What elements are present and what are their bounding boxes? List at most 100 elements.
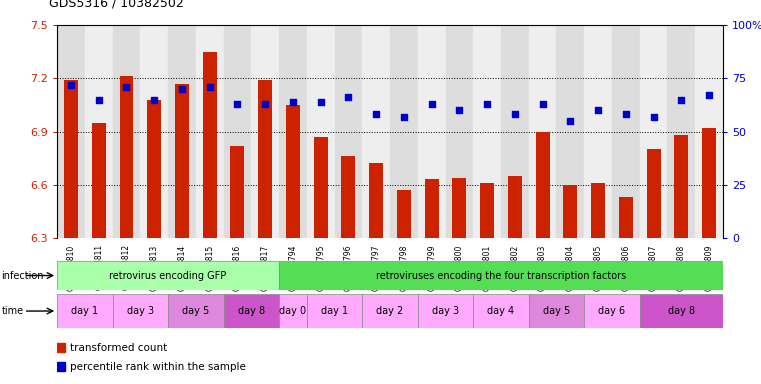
Bar — [529, 294, 584, 328]
Bar — [140, 25, 168, 238]
Text: time: time — [2, 306, 24, 316]
Point — [703, 92, 715, 98]
Text: day 8: day 8 — [667, 306, 695, 316]
Text: percentile rank within the sample: percentile rank within the sample — [70, 362, 247, 372]
Bar — [307, 294, 362, 328]
Bar — [640, 25, 667, 238]
Bar — [563, 185, 578, 238]
Bar — [57, 25, 84, 238]
Text: day 3: day 3 — [127, 306, 154, 316]
Text: day 8: day 8 — [237, 306, 265, 316]
Text: day 6: day 6 — [598, 306, 626, 316]
Bar — [619, 197, 633, 238]
Text: day 5: day 5 — [543, 306, 570, 316]
Text: day 5: day 5 — [182, 306, 209, 316]
Bar — [251, 25, 279, 238]
Bar — [92, 122, 106, 238]
Bar — [397, 190, 411, 238]
Bar — [64, 80, 78, 238]
Point — [148, 96, 161, 103]
Point — [564, 118, 576, 124]
Bar — [418, 25, 445, 238]
Bar — [501, 25, 529, 238]
Bar — [508, 176, 522, 238]
Bar — [453, 178, 466, 238]
Point — [592, 107, 604, 113]
Bar — [84, 25, 113, 238]
Bar — [390, 25, 418, 238]
Bar — [362, 25, 390, 238]
Point — [675, 96, 687, 103]
Bar — [57, 294, 113, 328]
Bar — [258, 80, 272, 238]
Point — [537, 101, 549, 107]
Bar — [314, 137, 327, 238]
Text: day 1: day 1 — [321, 306, 348, 316]
Bar — [536, 131, 549, 238]
Point — [648, 114, 660, 120]
Bar — [279, 261, 723, 290]
Bar — [147, 99, 161, 238]
Point — [120, 84, 132, 90]
Bar — [473, 25, 501, 238]
Point — [425, 101, 438, 107]
Bar — [362, 294, 418, 328]
Text: day 0: day 0 — [279, 306, 307, 316]
Bar — [647, 149, 661, 238]
Bar — [279, 25, 307, 238]
Point — [93, 96, 105, 103]
Bar — [175, 84, 189, 238]
Bar — [113, 294, 168, 328]
Bar — [591, 183, 605, 238]
Point — [619, 111, 632, 118]
Point — [287, 99, 299, 105]
Bar — [57, 261, 279, 290]
Bar — [369, 164, 383, 238]
Bar — [342, 156, 355, 238]
Text: day 4: day 4 — [488, 306, 514, 316]
Bar — [696, 25, 723, 238]
Text: infection: infection — [2, 270, 44, 281]
Point — [398, 114, 410, 120]
Text: GDS5316 / 10382502: GDS5316 / 10382502 — [49, 0, 184, 10]
Point — [481, 101, 493, 107]
Bar — [168, 294, 224, 328]
Bar — [224, 294, 279, 328]
Point — [231, 101, 244, 107]
Point — [342, 94, 355, 101]
Bar — [279, 294, 307, 328]
Point — [204, 84, 216, 90]
Bar — [640, 294, 723, 328]
Text: day 2: day 2 — [377, 306, 403, 316]
Bar — [667, 25, 696, 238]
Bar — [57, 362, 65, 371]
Point — [370, 111, 382, 118]
Text: retroviruses encoding the four transcription factors: retroviruses encoding the four transcrip… — [376, 270, 626, 281]
Bar — [307, 25, 335, 238]
Point — [65, 81, 77, 88]
Bar — [556, 25, 584, 238]
Bar — [168, 25, 196, 238]
Bar — [418, 294, 473, 328]
Bar — [425, 179, 438, 238]
Point — [509, 111, 521, 118]
Bar — [113, 25, 140, 238]
Point — [454, 107, 466, 113]
Bar — [231, 146, 244, 238]
Bar — [57, 343, 65, 352]
Bar — [480, 183, 494, 238]
Bar — [202, 51, 217, 238]
Bar — [702, 128, 716, 238]
Point — [259, 101, 271, 107]
Text: day 3: day 3 — [432, 306, 459, 316]
Text: transformed count: transformed count — [70, 343, 167, 353]
Bar — [335, 25, 362, 238]
Text: retrovirus encoding GFP: retrovirus encoding GFP — [110, 270, 227, 281]
Bar — [119, 76, 133, 238]
Bar — [612, 25, 640, 238]
Bar — [584, 294, 640, 328]
Bar — [286, 105, 300, 238]
Bar — [224, 25, 251, 238]
Bar — [584, 25, 612, 238]
Bar — [473, 294, 529, 328]
